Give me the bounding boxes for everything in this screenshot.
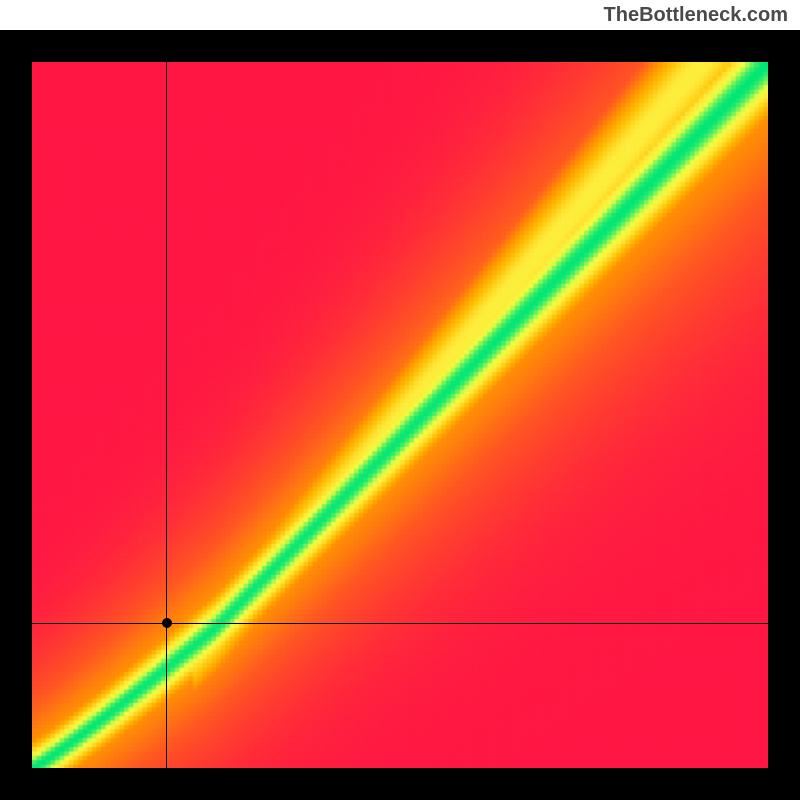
bottleneck-heatmap xyxy=(32,62,768,768)
crosshair-vertical xyxy=(166,62,167,768)
crosshair-horizontal xyxy=(32,623,768,624)
watermark-text: TheBottleneck.com xyxy=(604,4,788,27)
crosshair-marker xyxy=(162,618,172,628)
